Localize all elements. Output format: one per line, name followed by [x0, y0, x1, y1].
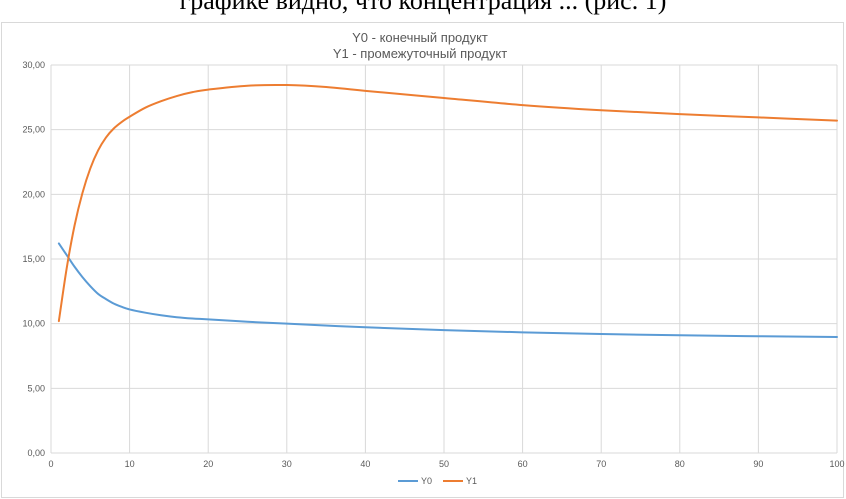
chart-frame: Y0 - конечный продукт Y1 - промежуточный… — [1, 22, 845, 498]
chart-title-line-1: Y0 - конечный продукт — [352, 30, 488, 45]
x-tick-label: 100 — [829, 459, 844, 469]
chart-title-line-2: Y1 - промежуточный продукт — [333, 46, 507, 61]
x-tick-label: 10 — [125, 459, 135, 469]
y-tick-label: 25,00 — [22, 125, 45, 135]
series-line-y0 — [57, 242, 838, 338]
legend-entry-y1: Y1 — [443, 476, 477, 486]
legend-label: Y1 — [466, 476, 477, 486]
series-lines — [57, 83, 838, 338]
y-tick-label: 20,00 — [22, 189, 45, 199]
y-tick-label: 30,00 — [22, 60, 45, 70]
x-tick-label: 80 — [675, 459, 685, 469]
x-tick-label: 70 — [596, 459, 606, 469]
y-tick-label: 0,00 — [27, 448, 45, 458]
axis-tick-labels: 0,00 5,00 10,00 15,00 20,00 25,00 30,00 0 10 20 30… — [22, 60, 844, 469]
page-text-above-chart: графике видно, что концентрация ... (рис… — [179, 0, 667, 15]
legend-label: Y0 — [421, 476, 432, 486]
line-chart: Y0 - конечный продукт Y1 - промежуточный… — [22, 30, 844, 486]
y-tick-label: 5,00 — [27, 383, 45, 393]
y-tick-label: 10,00 — [22, 319, 45, 329]
legend: Y0 Y1 — [398, 476, 477, 486]
x-tick-label: 50 — [439, 459, 449, 469]
y-tick-label: 15,00 — [22, 254, 45, 264]
x-tick-label: 60 — [518, 459, 528, 469]
x-tick-label: 90 — [753, 459, 763, 469]
x-tick-label: 0 — [48, 459, 53, 469]
legend-entry-y0: Y0 — [398, 476, 432, 486]
series-line-y1 — [57, 83, 838, 323]
x-tick-label: 40 — [360, 459, 370, 469]
grid-lines — [50, 64, 838, 454]
x-tick-label: 30 — [282, 459, 292, 469]
x-tick-label: 20 — [203, 459, 213, 469]
